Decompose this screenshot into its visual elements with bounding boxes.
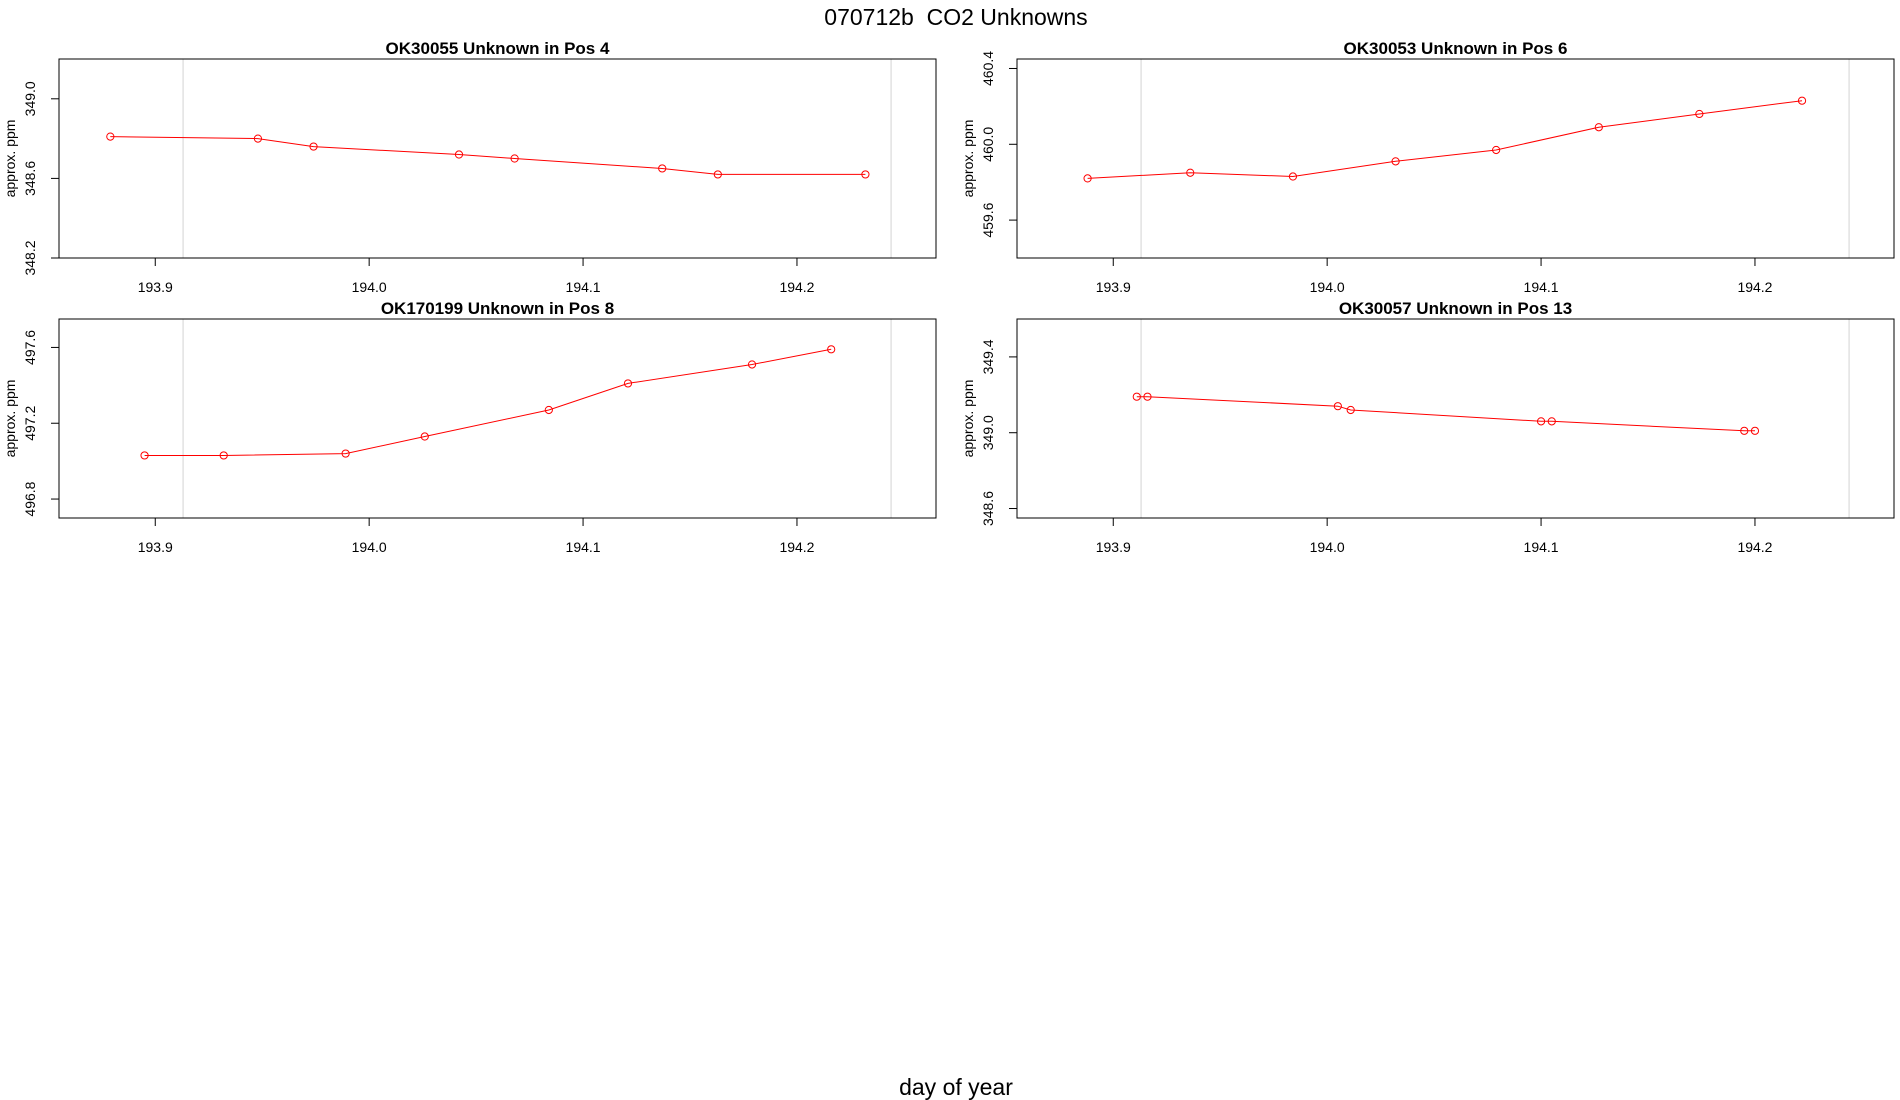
data-point — [1391, 157, 1400, 166]
data-point — [861, 170, 870, 179]
panel-title: OK30053 Unknown in Pos 6 — [1344, 39, 1568, 58]
data-point — [544, 405, 553, 415]
x-tick-label: 194.0 — [1310, 279, 1345, 295]
plot-frame — [1016, 58, 1895, 259]
x-tick-label: 194.1 — [1524, 279, 1559, 295]
data-point — [1346, 405, 1355, 415]
x-tick-label: 193.9 — [138, 539, 173, 555]
data-point — [140, 451, 149, 460]
data-point — [623, 379, 633, 388]
x-tick-label: 194.2 — [779, 539, 814, 555]
y-tick-label: 349.0 — [22, 81, 38, 116]
panel-1: OK30055 Unknown in Pos 4 193.9 194.0 194.1 1… — [2, 39, 937, 295]
y-tick-label: 349.0 — [980, 415, 996, 450]
x-tick-label: 194.2 — [779, 279, 814, 295]
data-point — [1143, 392, 1152, 401]
y-axis-label: approx. ppm — [2, 120, 18, 198]
x-tick-label: 194.0 — [352, 279, 387, 295]
y-tick-label: 348.6 — [980, 491, 996, 526]
data-point — [1186, 168, 1195, 177]
data-point — [1695, 109, 1704, 119]
y-tick-label: 460.0 — [980, 127, 996, 162]
data-point — [1132, 392, 1141, 401]
data-point — [454, 150, 464, 159]
x-tick-label: 193.9 — [1096, 539, 1131, 555]
data-point — [827, 345, 836, 354]
data-point — [1594, 123, 1603, 132]
y-axis-label: approx. ppm — [960, 120, 976, 198]
chart-panels: OK30055 Unknown in Pos 4 193.9 194.0 194.1 1… — [2, 39, 1895, 555]
data-point — [713, 170, 722, 179]
y-axis-label: approx. ppm — [2, 380, 18, 458]
data-point — [1740, 426, 1749, 435]
data-point — [309, 142, 318, 151]
y-tick-label: 349.4 — [980, 339, 996, 374]
x-tick-label: 194.2 — [1737, 279, 1772, 295]
y-tick-label: 497.2 — [22, 406, 38, 441]
data-point — [510, 154, 519, 163]
panel-2: OK30053 Unknown in Pos 6 193.9 194.0 194.1 1… — [960, 39, 1895, 295]
data-point — [420, 432, 429, 441]
panel-title: OK30057 Unknown in Pos 13 — [1339, 299, 1572, 318]
data-point — [658, 164, 667, 173]
x-tick-label: 194.2 — [1737, 539, 1772, 555]
data-point — [341, 449, 350, 458]
data-point — [1333, 402, 1342, 411]
figure-x-axis-label: day of year — [899, 1074, 1013, 1100]
data-point — [747, 360, 757, 369]
figure-title: 070712b CO2 Unknowns — [824, 4, 1087, 30]
data-point — [1547, 417, 1556, 426]
x-tick-label: 194.1 — [1524, 539, 1559, 555]
x-tick-label: 194.1 — [566, 539, 601, 555]
series-line — [144, 348, 832, 456]
x-tick-label: 193.9 — [1096, 279, 1131, 295]
data-point — [1083, 174, 1092, 183]
y-tick-label: 460.4 — [980, 51, 996, 86]
panel-title: OK170199 Unknown in Pos 8 — [381, 299, 614, 318]
y-tick-label: 348.2 — [22, 240, 38, 275]
x-tick-label: 194.0 — [1310, 539, 1345, 555]
data-point — [253, 134, 263, 143]
y-tick-label: 348.6 — [22, 161, 38, 196]
data-point — [106, 132, 115, 141]
y-tick-label: 459.6 — [980, 202, 996, 237]
plot-frame — [1016, 318, 1895, 519]
data-point — [1492, 145, 1501, 155]
data-point — [1750, 426, 1760, 435]
panel-4: OK30057 Unknown in Pos 13 193.9 194.0 194.1… — [960, 299, 1895, 555]
y-tick-label: 497.6 — [22, 330, 38, 365]
series-line — [1087, 100, 1803, 179]
x-tick-label: 194.0 — [352, 539, 387, 555]
series-line — [110, 136, 866, 175]
plot-frame — [58, 58, 937, 259]
x-tick-label: 194.1 — [566, 279, 601, 295]
plot-frame — [58, 318, 937, 519]
y-tick-label: 496.8 — [22, 481, 38, 516]
series-line — [1136, 396, 1755, 432]
data-point — [1288, 172, 1298, 181]
panel-title: OK30055 Unknown in Pos 4 — [386, 39, 610, 58]
panel-3: OK170199 Unknown in Pos 8 193.9 194.0 194.1… — [2, 299, 937, 555]
y-axis-label: approx. ppm — [960, 380, 976, 458]
x-tick-label: 193.9 — [138, 279, 173, 295]
data-point — [219, 451, 228, 460]
data-point — [1797, 96, 1807, 105]
data-point — [1536, 417, 1546, 426]
